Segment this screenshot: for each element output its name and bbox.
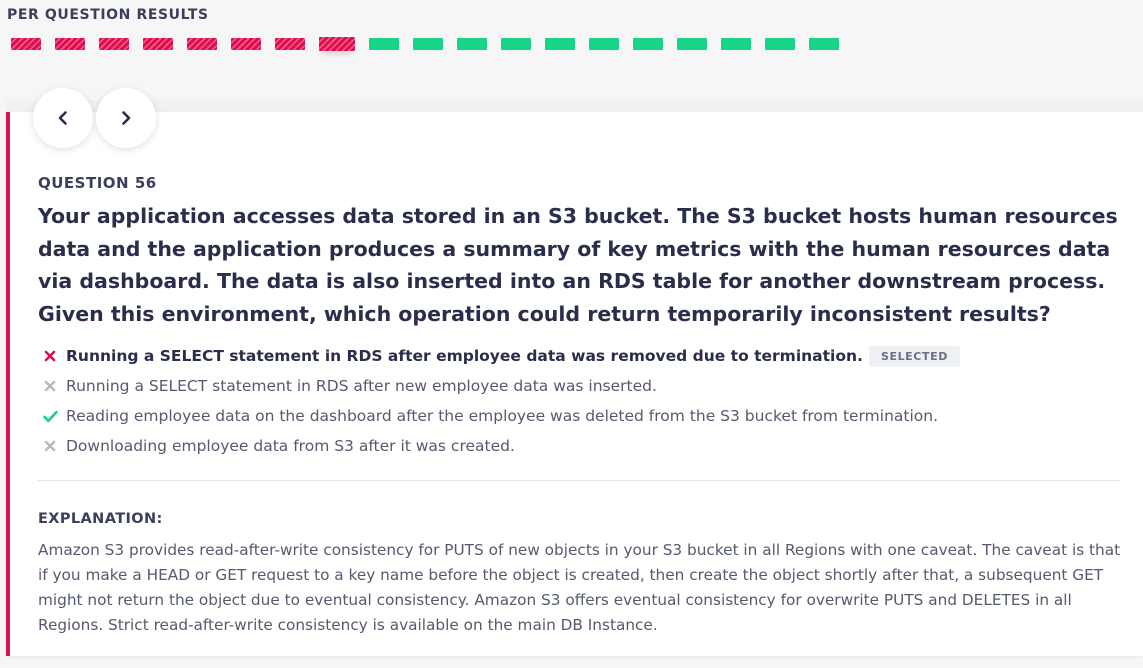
question-text: Your application accesses data stored in… xyxy=(38,204,1118,326)
answer-list: Running a SELECT statement in RDS after … xyxy=(42,341,1122,461)
next-question-button[interactable] xyxy=(96,88,156,148)
answer-text: Running a SELECT statement in RDS after … xyxy=(66,377,657,395)
question-number: QUESTION 56 xyxy=(38,174,157,192)
progress-segment-wrong[interactable] xyxy=(11,38,41,50)
progress-segment-wrong[interactable] xyxy=(275,38,305,50)
x-mark-icon xyxy=(42,438,58,454)
answer-option: Running a SELECT statement in RDS after … xyxy=(42,341,1122,371)
progress-segment-correct[interactable] xyxy=(501,38,531,50)
selected-badge: SELECTED xyxy=(868,345,960,367)
progress-segment-correct[interactable] xyxy=(457,38,487,50)
section-divider xyxy=(38,480,1120,481)
chevron-left-icon xyxy=(58,111,67,125)
progress-segment-correct[interactable] xyxy=(765,38,795,50)
explanation-heading: EXPLANATION: xyxy=(38,511,163,527)
explanation-text: Amazon S3 provides read-after-write cons… xyxy=(38,541,1121,634)
progress-segment-wrong[interactable] xyxy=(99,38,129,50)
progress-segment-correct[interactable] xyxy=(633,38,663,50)
progress-segment-correct[interactable] xyxy=(721,38,751,50)
progress-segment-wrong[interactable] xyxy=(187,38,217,50)
results-header: PER QUESTION RESULTS xyxy=(7,7,209,23)
answer-option: Running a SELECT statement in RDS after … xyxy=(42,371,1122,401)
x-mark-icon xyxy=(42,348,58,364)
answer-text: Downloading employee data from S3 after … xyxy=(66,437,515,455)
progress-segment-correct[interactable] xyxy=(545,38,575,50)
progress-segment-wrong[interactable] xyxy=(55,38,85,50)
chevron-right-icon xyxy=(122,111,131,125)
check-mark-icon xyxy=(42,408,58,424)
previous-question-button[interactable] xyxy=(33,88,93,148)
progress-segment-correct[interactable] xyxy=(413,38,443,50)
progress-segment-wrong[interactable] xyxy=(231,38,261,50)
answer-option: Downloading employee data from S3 after … xyxy=(42,431,1122,461)
question-progress-bar xyxy=(11,37,841,58)
progress-segment-correct[interactable] xyxy=(809,38,839,50)
answer-option: Reading employee data on the dashboard a… xyxy=(42,401,1122,431)
card-top-band xyxy=(6,100,1143,114)
x-mark-icon xyxy=(42,378,58,394)
question-card xyxy=(6,112,1143,656)
progress-segment-correct[interactable] xyxy=(589,38,619,50)
answer-text: Running a SELECT statement in RDS after … xyxy=(66,347,863,365)
progress-segment-wrong[interactable] xyxy=(319,37,355,51)
answer-text: Reading employee data on the dashboard a… xyxy=(66,407,939,425)
progress-segment-correct[interactable] xyxy=(369,38,399,50)
progress-segment-wrong[interactable] xyxy=(143,38,173,50)
progress-segment-correct[interactable] xyxy=(677,38,707,50)
